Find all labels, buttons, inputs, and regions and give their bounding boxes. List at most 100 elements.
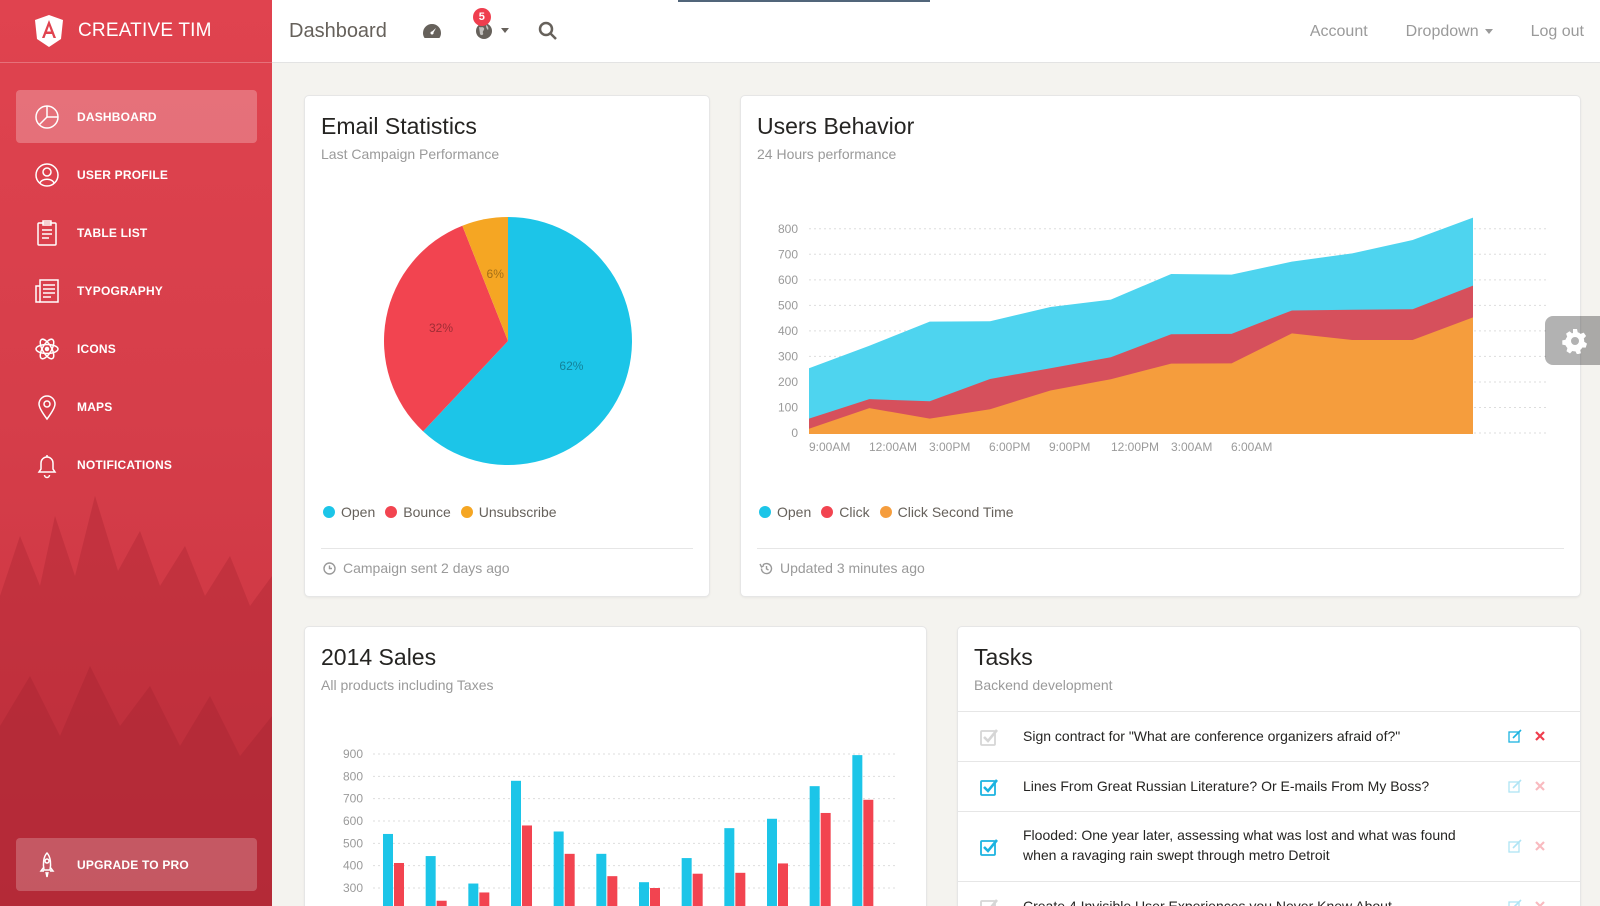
- task-text: Create 4 Invisible User Experiences you …: [1023, 898, 1392, 906]
- bar: [468, 883, 479, 906]
- settings-toggle[interactable]: [1545, 316, 1600, 365]
- sidebar-item-label: MAPS: [77, 399, 113, 414]
- newspaper-icon: [35, 278, 59, 303]
- bar: [820, 812, 831, 906]
- edit-icon[interactable]: [1508, 899, 1522, 906]
- legend-item-open: Open: [323, 504, 375, 520]
- sidebar: CREATIVE TIM DASHBOARD USER PROFILE TABL…: [0, 0, 272, 906]
- task-divider: [958, 881, 1580, 882]
- sidebar-item-maps[interactable]: MAPS: [16, 380, 257, 433]
- upgrade-to-pro-button[interactable]: UPGRADE TO PRO: [16, 838, 257, 891]
- legend-item-open: Open: [759, 504, 811, 520]
- bar: [607, 876, 618, 906]
- y-tick-label: 200: [778, 375, 798, 389]
- notification-badge: 5: [472, 8, 491, 26]
- sidebar-item-typography[interactable]: TYPOGRAPHY: [16, 264, 257, 317]
- loading-bar: [678, 0, 930, 2]
- bar: [479, 892, 490, 906]
- task-row: Sign contract for "What are conference o…: [958, 712, 1580, 762]
- sidebar-item-icons[interactable]: ICONS: [16, 322, 257, 375]
- y-tick-label: 500: [778, 298, 798, 312]
- close-icon[interactable]: [1534, 730, 1546, 742]
- bar: [522, 825, 532, 906]
- checkbox-checked-icon[interactable]: [980, 838, 998, 856]
- bar: [767, 818, 777, 906]
- legend-dot: [821, 506, 834, 518]
- dropdown-label: Dropdown: [1405, 22, 1479, 40]
- sidebar-item-table-list[interactable]: TABLE LIST: [16, 206, 257, 259]
- legend-item-click: Click: [821, 504, 870, 520]
- topbar: Dashboard 5 Account Dropdown Log out: [272, 0, 1600, 63]
- dropdown-toggle[interactable]: Dropdown: [1406, 23, 1493, 41]
- card-footer: Updated 3 minutes ago: [759, 560, 925, 576]
- sidebar-item-notifications[interactable]: NOTIFICATIONS: [16, 438, 257, 491]
- edit-icon[interactable]: [1508, 729, 1522, 743]
- task-text: Flooded: One year later, assessing what …: [1023, 827, 1456, 863]
- notifications-dropdown[interactable]: 5: [472, 8, 509, 42]
- clock-icon: [323, 561, 336, 575]
- brand[interactable]: CREATIVE TIM: [0, 0, 272, 63]
- dashboard-gauge-icon[interactable]: [421, 20, 443, 42]
- account-link[interactable]: Account: [1309, 22, 1368, 40]
- pie-slice-open: [423, 217, 632, 465]
- y-tick-label: 400: [778, 324, 798, 338]
- card-title: Tasks: [974, 644, 1033, 670]
- y-tick-label: 300: [778, 349, 798, 363]
- x-tick-label: 6:00AM: [1231, 440, 1272, 454]
- x-tick-label: 12:00AM: [869, 440, 917, 454]
- checkbox-checked-icon[interactable]: [980, 778, 998, 796]
- sales-bar-chart: 300 400 500 600 700 800 900: [343, 747, 895, 906]
- pie-slice-bounce: [384, 225, 508, 432]
- area-series-click-second-time: [809, 317, 1473, 434]
- bar: [735, 872, 746, 906]
- bell-icon: [37, 454, 57, 478]
- legend-label: Open: [341, 504, 376, 520]
- brand-name: CREATIVE TIM: [78, 20, 212, 41]
- bar: [436, 900, 447, 906]
- close-icon[interactable]: [1534, 840, 1546, 852]
- sidebar-item-dashboard[interactable]: DASHBOARD: [16, 90, 257, 143]
- legend-dot: [323, 506, 335, 518]
- close-icon[interactable]: [1534, 900, 1546, 906]
- bar: [863, 799, 874, 906]
- bar: [724, 828, 735, 906]
- sidebar-item-user-profile[interactable]: USER PROFILE: [16, 148, 257, 201]
- card-title: 2014 Sales: [321, 644, 437, 670]
- chart-legend: Open Click Click Second Time: [759, 504, 1024, 520]
- card-subtitle: 24 Hours performance: [757, 146, 897, 162]
- task-text: Lines From Great Russian Literature? Or …: [1023, 778, 1430, 794]
- edit-icon[interactable]: [1508, 779, 1522, 793]
- close-icon[interactable]: [1534, 780, 1546, 792]
- chart-legend: Open Bounce Unsubscribe: [323, 504, 567, 520]
- globe-icon: [475, 23, 492, 39]
- pie-data-label: 6%: [487, 267, 505, 281]
- legend-item-bounce: Bounce: [385, 504, 451, 520]
- card-footer: Campaign sent 2 days ago: [323, 560, 510, 576]
- email-statistics-card: Email Statistics Last Campaign Performan…: [304, 95, 710, 597]
- edit-icon[interactable]: [1508, 839, 1522, 853]
- search-icon[interactable]: [537, 20, 559, 42]
- y-tick-label: 600: [343, 814, 363, 828]
- task-divider: [958, 761, 1580, 762]
- angular-logo-icon: [35, 15, 63, 47]
- footer-text: Updated 3 minutes ago: [780, 560, 925, 576]
- y-tick-label: 400: [343, 859, 363, 873]
- pie-chart-icon: [35, 104, 59, 129]
- chevron-down-icon: [500, 28, 509, 33]
- legend-dot: [460, 506, 473, 518]
- footer-text: Campaign sent 2 days ago: [343, 560, 510, 576]
- checkbox-icon[interactable]: [980, 898, 998, 906]
- legend-item-unsubscribe: Unsubscribe: [460, 504, 557, 520]
- chevron-down-icon: [1484, 28, 1493, 34]
- logout-link[interactable]: Log out: [1530, 22, 1584, 40]
- user-icon: [35, 162, 59, 187]
- checkbox-icon[interactable]: [980, 728, 998, 746]
- x-tick-label: 3:00AM: [1171, 440, 1212, 454]
- y-tick-label: 700: [343, 792, 363, 806]
- card-title: Users Behavior: [757, 113, 915, 139]
- task-row: Lines From Great Russian Literature? Or …: [958, 762, 1580, 812]
- sidebar-item-label: TABLE LIST: [77, 225, 148, 240]
- legend-label: Unsubscribe: [478, 504, 557, 520]
- y-tick-label: 700: [778, 247, 798, 261]
- users-behavior-card: Users Behavior 24 Hours performance 0 100…: [740, 95, 1581, 597]
